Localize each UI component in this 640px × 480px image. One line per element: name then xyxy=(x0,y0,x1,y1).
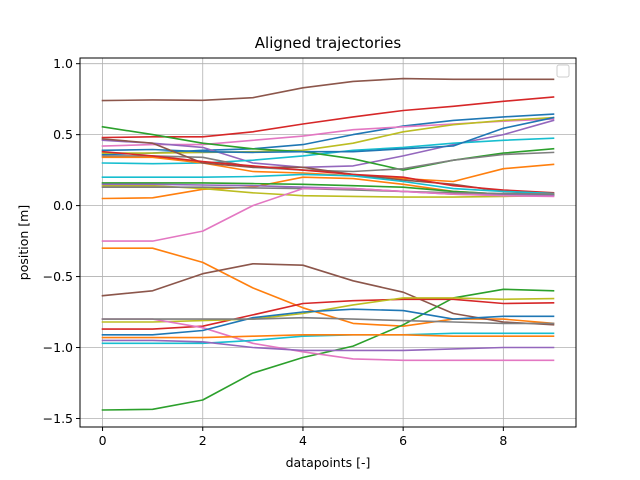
y-tick-label: −1.0 xyxy=(43,340,73,355)
y-tick-label: 0.5 xyxy=(53,127,73,142)
series-line-21 xyxy=(101,247,555,328)
series-line-25 xyxy=(101,297,555,323)
series-line-28 xyxy=(101,316,555,325)
x-tick-label: 6 xyxy=(399,433,407,448)
series-line-31 xyxy=(101,339,555,352)
x-tick-label: 0 xyxy=(99,433,107,448)
axis-ticks: 0 2 4 6 8 −1.5 −1.0 −0.5 0.0 0.5 1.0 xyxy=(43,56,508,448)
grid xyxy=(80,58,576,427)
x-tick-label: 4 xyxy=(299,433,307,448)
chart-title: Aligned trajectories xyxy=(255,34,402,52)
x-tick-label: 8 xyxy=(499,433,507,448)
series-line-20 xyxy=(101,187,555,242)
y-tick-label: −0.5 xyxy=(43,269,73,284)
y-axis-label: position [m] xyxy=(16,205,31,280)
series-line-27 xyxy=(101,308,555,336)
y-tick-label: −1.5 xyxy=(43,411,73,426)
y-tick-label: 0.0 xyxy=(53,198,73,213)
legend-box xyxy=(556,64,570,78)
x-tick-label: 2 xyxy=(199,433,207,448)
series-line-6 xyxy=(101,119,555,169)
series-line-1 xyxy=(101,77,555,102)
series-group xyxy=(101,77,555,411)
y-tick-label: 1.0 xyxy=(53,56,73,71)
series-line-30 xyxy=(101,333,555,339)
series-line-23 xyxy=(101,288,555,411)
series-line-2 xyxy=(101,96,555,139)
series-line-9 xyxy=(101,116,555,154)
series-line-26 xyxy=(101,318,555,362)
series-line-14 xyxy=(101,173,555,195)
x-axis-label: datapoints [-] xyxy=(286,455,371,470)
plot-frame xyxy=(79,57,577,428)
series-line-7 xyxy=(101,137,555,165)
series-line-24 xyxy=(101,298,555,330)
series-line-3 xyxy=(101,113,555,156)
series-line-13 xyxy=(101,150,555,194)
